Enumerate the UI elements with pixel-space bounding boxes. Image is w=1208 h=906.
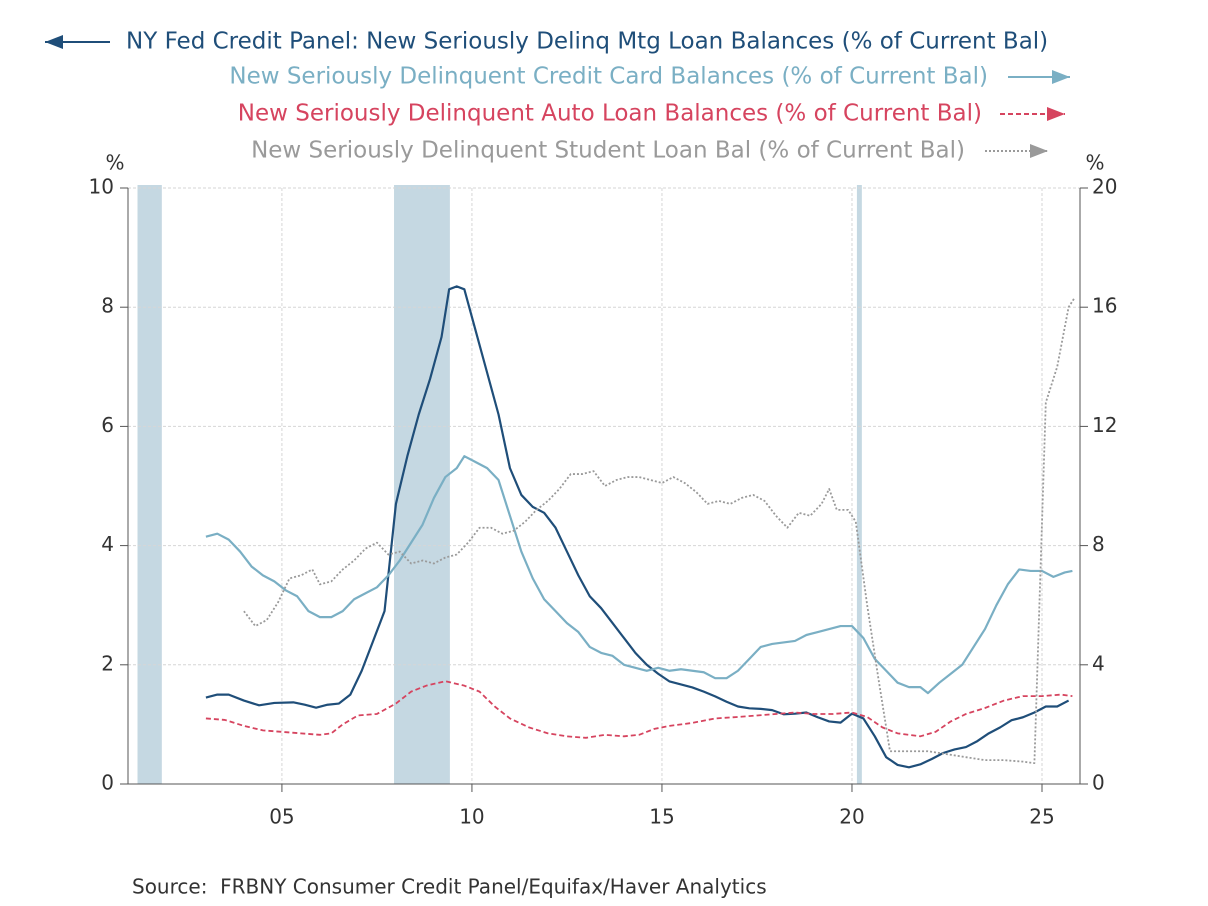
series-line [205,285,1070,769]
y-tick-label: 10 [89,175,114,199]
x-tick-label: 25 [1029,805,1054,829]
y-unit: % [105,151,124,175]
y-tick-label: 6 [101,413,114,437]
y2-tick-label: 8 [1092,532,1105,556]
y-tick-label: 4 [101,532,114,556]
y2-unit: % [1085,151,1104,175]
recession-band [856,185,862,784]
legend-label: New Seriously Delinquent Student Loan Ba… [251,138,965,164]
x-tick-label: 10 [459,805,484,829]
y2-tick-label: 12 [1092,413,1117,437]
x-tick-label: 05 [269,805,294,829]
legend-label: New Seriously Delinquent Auto Loan Balan… [238,101,982,127]
y2-tick-label: 16 [1092,294,1117,318]
y-tick-label: 0 [101,771,114,795]
y-tick-label: 8 [101,294,114,318]
series-line [205,455,1073,695]
legend-arrow [1052,70,1070,84]
series-line [243,297,1076,765]
source: Source: FRBNY Consumer Credit Panel/Equi… [132,875,767,899]
legend-label: NY Fed Credit Panel: New Seriously Delin… [126,29,1048,55]
legend-arrow [1030,144,1048,158]
x-tick-label: 20 [839,805,864,829]
y2-tick-label: 4 [1092,651,1105,675]
x-tick-label: 15 [649,805,674,829]
recession-band [137,185,162,784]
y-tick-label: 2 [101,651,114,675]
legend-label: New Seriously Delinquent Credit Card Bal… [229,64,988,90]
legend-arrow [1047,107,1065,121]
series-line [205,680,1073,739]
y2-tick-label: 20 [1092,175,1117,199]
y2-tick-label: 0 [1092,771,1105,795]
legend-arrow [45,35,63,49]
